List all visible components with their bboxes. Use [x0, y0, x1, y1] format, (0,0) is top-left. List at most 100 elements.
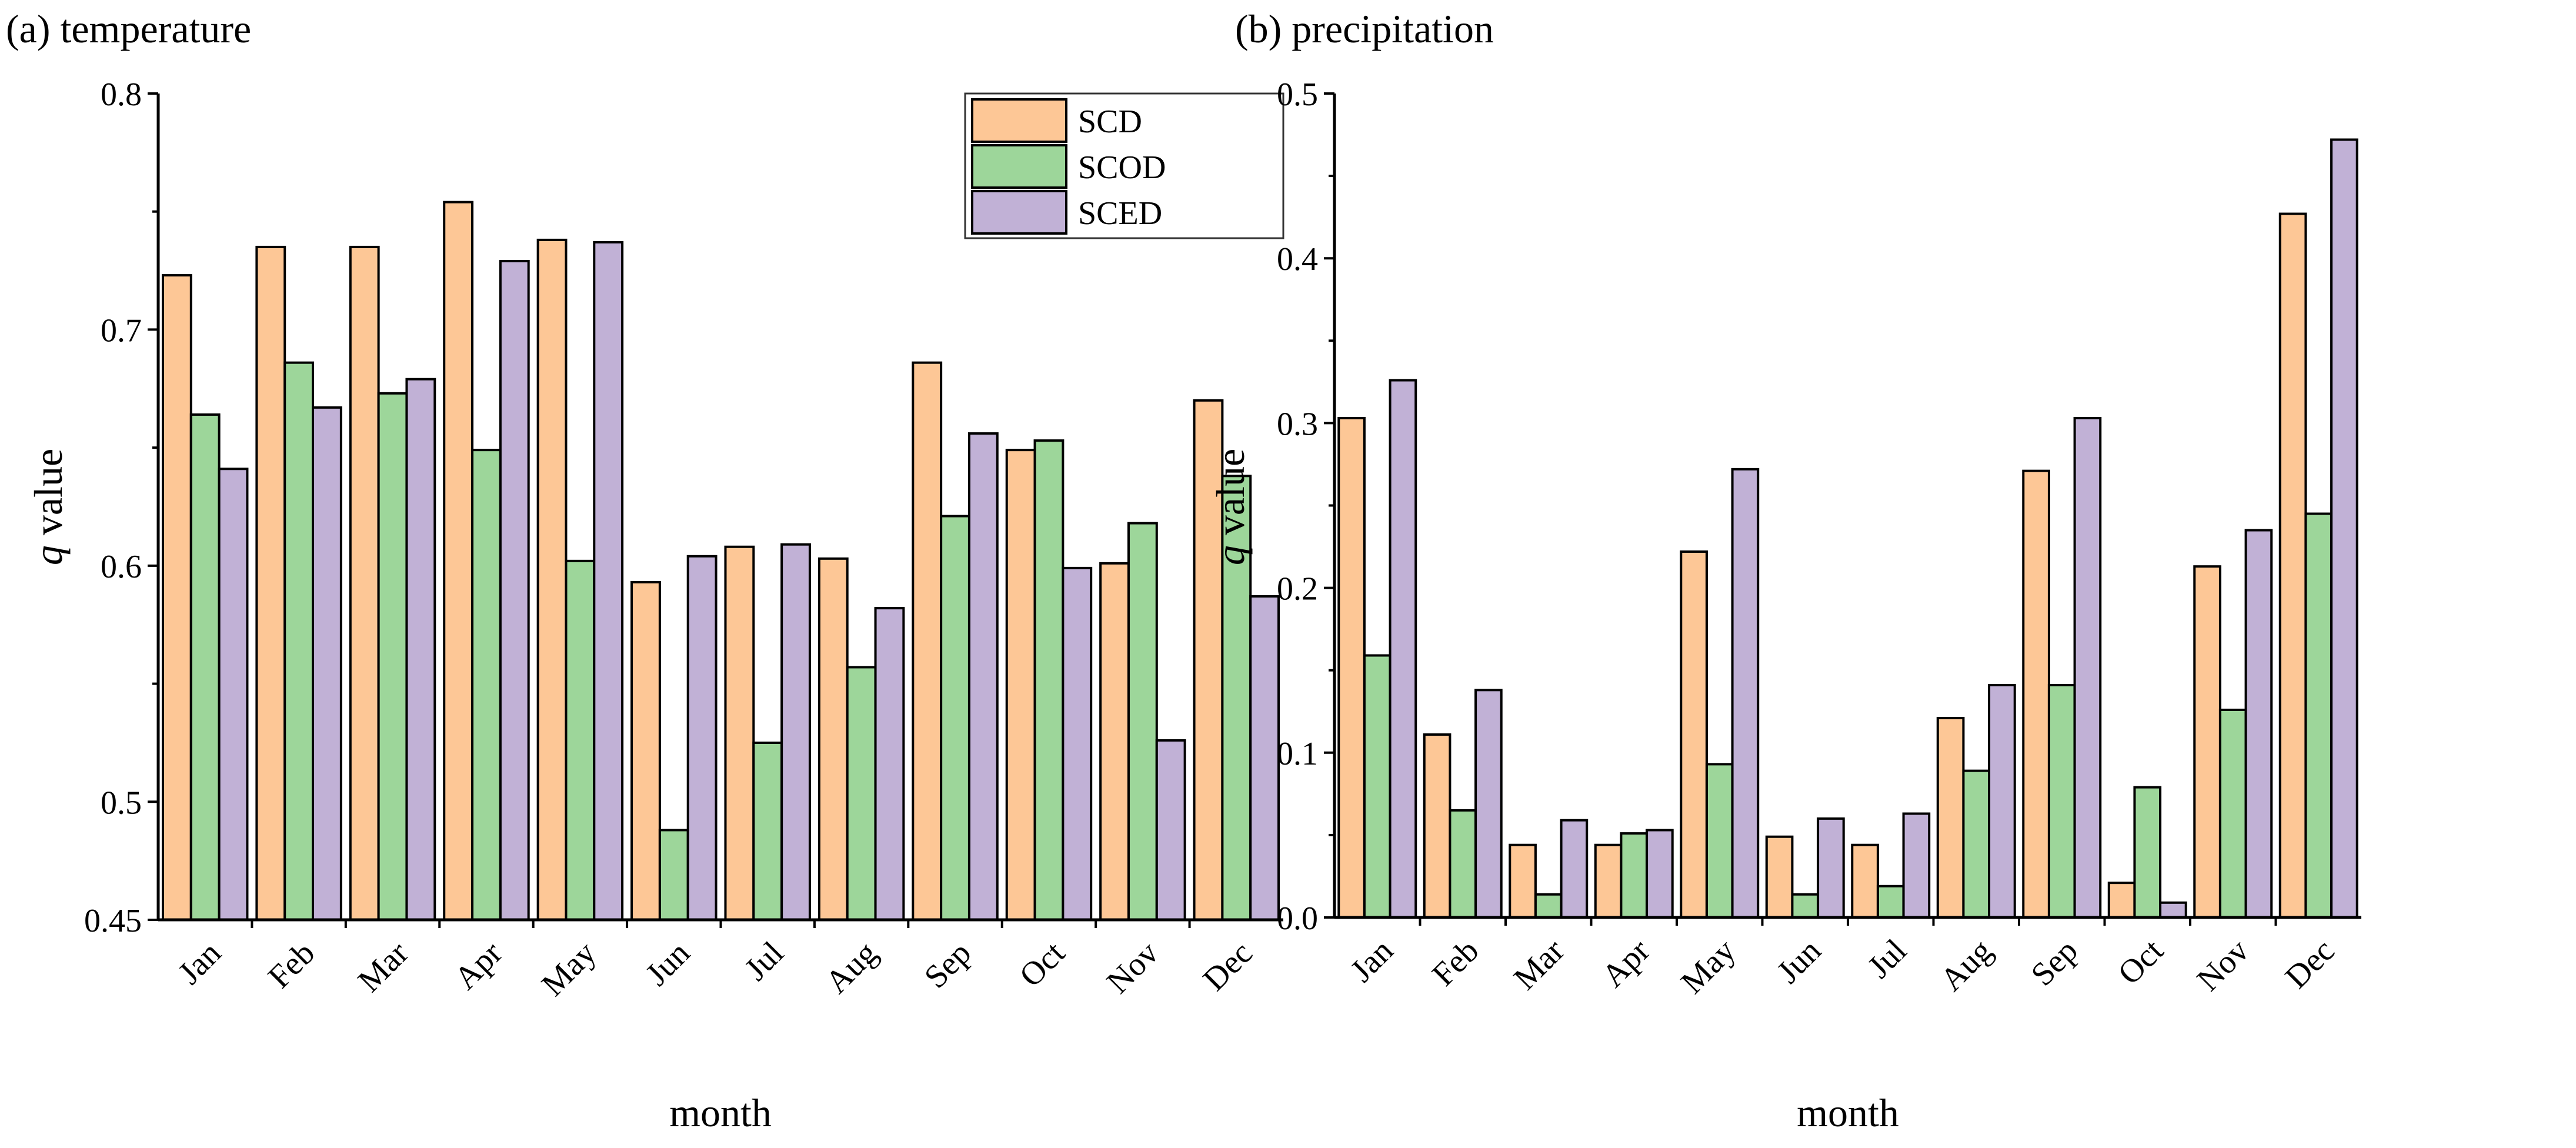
bar-scod-jan: [1363, 654, 1392, 919]
x-tick-label: Nov: [2190, 932, 2256, 998]
x-tick-label: Aug: [819, 935, 885, 1000]
bar-scod-jul: [1876, 885, 1905, 919]
legend-label-sced: SCED: [1078, 195, 1162, 232]
chart-title: (a) temperature: [6, 6, 251, 51]
x-tick-label: Sep: [917, 935, 978, 995]
bar-scd-jan: [161, 274, 192, 922]
y-tick-label: 0.8: [101, 76, 142, 113]
x-tick-label: May: [1674, 932, 1743, 1000]
bar-scd-oct: [2107, 882, 2136, 919]
bar-scd-may: [1680, 550, 1708, 919]
bar-sced-aug: [1988, 683, 2016, 919]
precipitation-chart: (b) precipitation month q value 0.0 0.1 0.…: [1208, 6, 2361, 1135]
legend-label-scod: SCOD: [1078, 149, 1166, 186]
x-tick-label: Apr: [448, 935, 510, 997]
x-tick-label: Jul: [738, 935, 790, 987]
x-axis-label: month: [669, 1090, 772, 1135]
bar-sced-mar: [1560, 819, 1589, 919]
bar-scd-jan: [1337, 416, 1366, 919]
bar-scod-feb: [1449, 809, 1477, 919]
bar-scod-aug: [846, 666, 877, 921]
bar-scod-jun: [1791, 893, 1820, 919]
bar-sced-oct: [2159, 901, 2187, 919]
bar-scod-dec: [2304, 512, 2333, 919]
x-tick-label: Jan: [171, 935, 228, 992]
bar-sced-jul: [1902, 812, 1931, 919]
bar-sced-jan: [1389, 379, 1417, 919]
bar-scd-apr: [1594, 843, 1623, 919]
x-tick-label: Dec: [2278, 932, 2342, 996]
x-tick-label: Feb: [1425, 932, 1486, 993]
bar-scod-sep: [940, 515, 970, 921]
bar-scod-aug: [1962, 769, 1991, 919]
bar-sced-apr: [1646, 829, 1674, 919]
bar-sced-jul: [780, 543, 811, 921]
bar-scod-may: [1705, 763, 1734, 919]
x-tick-label: Jan: [1343, 932, 1400, 989]
x-tick-label: Mar: [1507, 932, 1571, 997]
y-tick-label: 0.45: [84, 903, 142, 939]
bar-scd-jun: [1765, 835, 1794, 919]
y-tick-label: 0.2: [1277, 571, 1318, 608]
bar-scod-oct: [1033, 439, 1065, 921]
bar-scod-feb: [283, 361, 315, 921]
y-tick-label: 0.5: [1277, 76, 1318, 113]
y-tick-label: 0.0: [1277, 900, 1318, 937]
bar-scod-jul: [752, 741, 783, 922]
bar-sced-may: [1731, 468, 1760, 919]
chart-title: (b) precipitation: [1235, 6, 1494, 51]
y-axis-label: q value: [26, 449, 71, 565]
bar-sced-nov: [1155, 739, 1186, 922]
x-tick-label: Nov: [1100, 935, 1166, 1000]
bar-scod-nov: [1127, 522, 1158, 921]
x-tick-label: Sep: [2024, 932, 2085, 993]
bar-sced-jun: [1817, 817, 1845, 919]
bar-scd-feb: [255, 245, 286, 921]
y-tick-label: 0.3: [1277, 406, 1318, 442]
bar-scd-apr: [443, 201, 474, 922]
bar-sced-jun: [686, 555, 718, 921]
legend: SCD SCOD SCED: [964, 92, 1284, 239]
bar-sced-aug: [874, 607, 905, 921]
bar-sced-may: [593, 241, 624, 921]
bar-scd-aug: [1936, 716, 1965, 919]
x-tick-label: Jun: [1770, 932, 1828, 990]
bar-sced-feb: [312, 406, 342, 921]
bar-scod-apr: [1620, 832, 1649, 919]
bar-scd-jul: [724, 545, 755, 921]
x-tick-label: Oct: [1013, 935, 1072, 994]
x-tick-label: Dec: [1196, 935, 1260, 998]
bar-scod-mar: [1534, 893, 1563, 919]
bar-scod-sep: [2047, 683, 2076, 919]
bar-scod-may: [565, 559, 596, 921]
bar-scd-aug: [817, 557, 849, 921]
x-tick-label: Oct: [2111, 932, 2170, 992]
bar-scod-nov: [2218, 708, 2247, 919]
bar-scd-nov: [1099, 562, 1130, 921]
bar-sced-dec: [2330, 138, 2358, 919]
x-tick-label: May: [535, 935, 603, 1003]
y-tick-label: 0.5: [101, 785, 142, 821]
bar-scd-mar: [1509, 843, 1537, 919]
legend-swatch-sced: [971, 190, 1067, 235]
bar-sced-oct: [1062, 566, 1093, 921]
y-tick-label: 0.6: [101, 549, 142, 585]
bar-sced-sep: [967, 432, 999, 921]
x-tick-label: Jul: [1861, 932, 1914, 985]
y-tick-label: 0.4: [1277, 241, 1318, 278]
x-tick-label: Apr: [1595, 932, 1657, 995]
x-tick-label: Aug: [1933, 932, 1999, 998]
legend-swatch-scod: [971, 144, 1067, 189]
bar-scod-oct: [2133, 786, 2162, 919]
bar-scd-sep: [912, 361, 943, 921]
bar-scd-jul: [1851, 843, 1879, 919]
bar-sced-feb: [1474, 689, 1503, 919]
y-tick-label: 0.7: [101, 312, 142, 349]
bar-scd-sep: [2022, 469, 2050, 919]
y-tick-label: 0.1: [1277, 736, 1318, 772]
bar-scd-dec: [2278, 212, 2307, 919]
x-tick-label: Jun: [639, 935, 697, 993]
bar-scod-jun: [658, 829, 689, 922]
x-axis-label: month: [1797, 1090, 1899, 1135]
